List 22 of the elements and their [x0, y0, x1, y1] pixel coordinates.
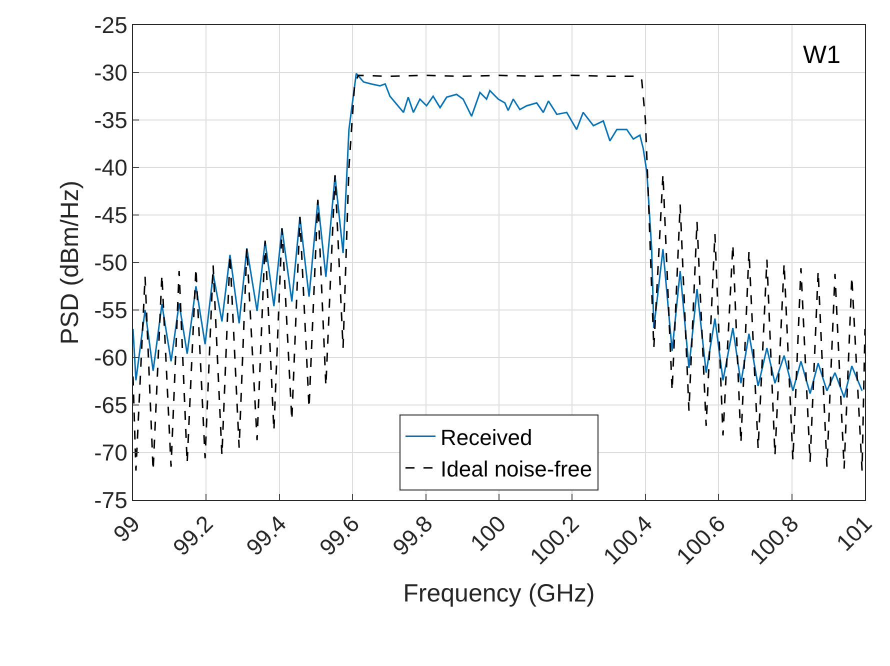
y-tick-label: -55: [94, 297, 128, 324]
line-series: [133, 72, 863, 398]
x-tick-label: 99.8: [387, 510, 438, 560]
y-tick-label: -50: [94, 250, 128, 276]
legend-label: Ideal noise-free: [440, 456, 592, 482]
x-tick-label: 100: [465, 510, 511, 556]
x-tick-label: 99.4: [241, 510, 292, 560]
y-tick-label: -60: [94, 344, 128, 371]
y-tick-label: -35: [94, 107, 128, 134]
y-axis-title: PSD (dBm/Hz): [56, 180, 84, 344]
annotation: W1: [803, 41, 840, 69]
y-tick-label: -25: [94, 12, 128, 38]
legend-label: Received: [440, 424, 532, 450]
x-tick-label: 101: [831, 510, 877, 556]
x-tick-label: 99.2: [168, 510, 218, 560]
y-tick-label: -65: [94, 392, 128, 418]
y-tick-label: -70: [94, 440, 128, 466]
x-axis-title: Frequency (GHz): [403, 579, 595, 608]
y-tick-label: -45: [94, 202, 128, 228]
y-tick-label: -40: [94, 154, 128, 181]
y-tick-label: -30: [94, 60, 128, 86]
x-tick-label: 99.6: [314, 510, 364, 560]
